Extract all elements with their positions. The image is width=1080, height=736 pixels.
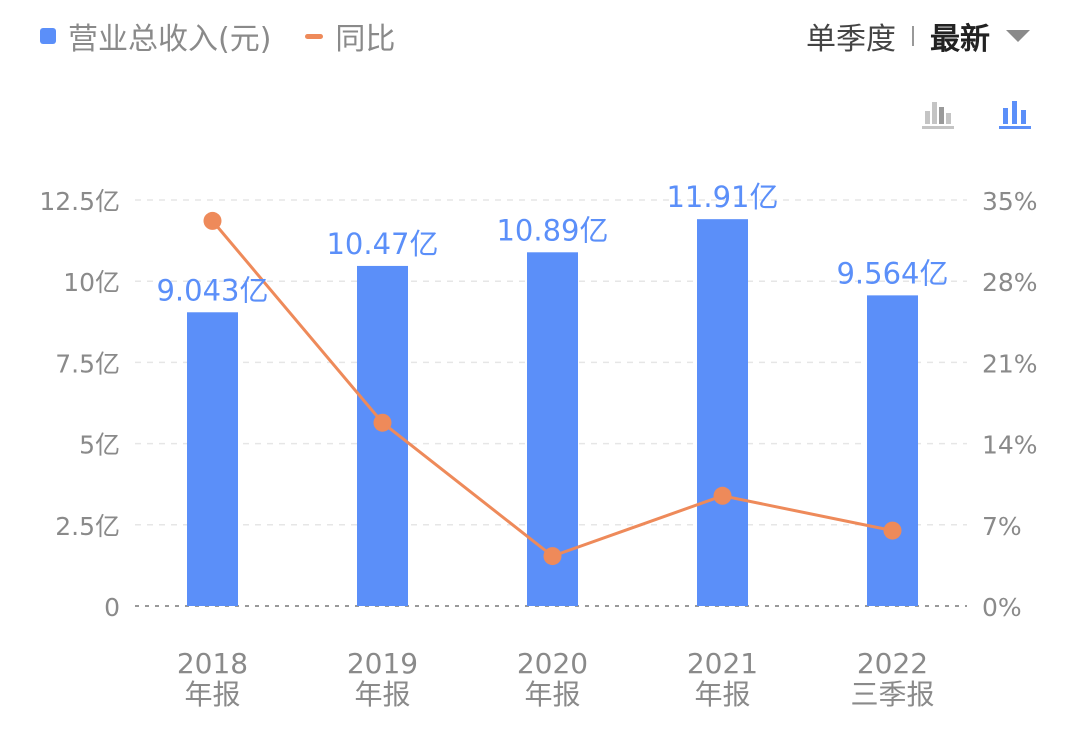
x-tick-label-year: 2018 [177,647,248,680]
x-tick-label-period: 年报 [694,678,750,711]
period-select-value[interactable]: 最新 [930,22,990,57]
y-right-tick-label: 14% [982,431,1038,460]
legend-line-swatch [305,33,324,39]
y-left-tick-label: 7.5亿 [55,349,120,378]
bar-value-label: 11.91亿 [666,180,778,214]
bar-value-label: 10.47亿 [326,227,438,261]
yoy-point [713,486,732,505]
x-tick-label-year: 2021 [687,647,758,680]
y-left-tick-label: 2.5亿 [55,512,120,541]
y-right-tick-label: 21% [982,349,1038,378]
bar-value-label: 9.043亿 [156,273,268,307]
x-tick-label-year: 2022 [857,647,928,680]
revenue-bar [187,312,238,606]
chevron-down-icon[interactable] [1006,30,1030,42]
chart-legend: 营业总收入(元) 同比 [40,14,429,58]
revenue-bar [527,252,578,607]
bar-value-label: 9.564亿 [836,256,948,290]
y-right-tick-label: 7% [982,512,1022,541]
y-right-tick-label: 28% [982,268,1038,297]
legend-revenue-label: 营业总收入(元) [68,22,272,57]
revenue-bar [867,295,918,606]
bar-chart-blue-icon[interactable] [997,98,1033,132]
bar-chart-gray-icon[interactable] [920,98,956,132]
y-left-tick-label: 0 [104,593,120,622]
y-right-tick-label: 0% [982,593,1022,622]
bar-value-label: 10.89亿 [496,213,608,247]
legend-item-revenue[interactable]: 营业总收入(元) [40,14,271,58]
legend-yoy-label: 同比 [335,22,396,57]
revenue-bar [697,219,748,606]
single-quarter-toggle[interactable]: 单季度 [806,22,896,57]
legend-item-yoy[interactable]: 同比 [305,14,395,58]
y-left-tick-label: 5亿 [79,431,120,460]
yoy-point [543,547,562,566]
x-tick-label-period: 年报 [184,678,240,711]
x-tick-label-period: 年报 [524,678,580,711]
yoy-point [203,211,222,230]
x-tick-label-year: 2020 [517,647,588,680]
chart-controls: 单季度 最新 [806,14,1030,58]
y-left-tick-label: 12.5亿 [39,187,120,216]
controls-divider [912,26,914,46]
x-tick-label-period: 三季报 [850,678,934,711]
y-left-tick-label: 10亿 [63,268,120,297]
yoy-point [373,413,392,432]
x-tick-label-year: 2019 [347,647,418,680]
x-tick-label-period: 年报 [354,678,410,711]
y-right-tick-label: 35% [982,187,1038,216]
legend-bar-swatch [40,28,56,44]
yoy-point [883,521,902,540]
